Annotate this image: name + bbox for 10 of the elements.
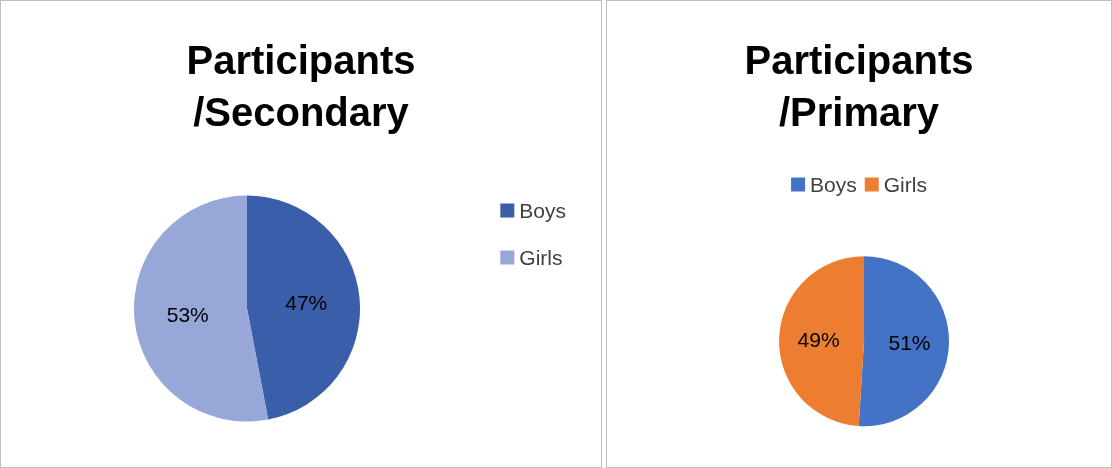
data-label: 47% <box>285 291 328 315</box>
data-label: 53% <box>166 302 209 326</box>
legend-label: Boys <box>810 173 857 196</box>
chart-title: Participants /Secondary <box>186 38 416 134</box>
data-label: 51% <box>888 331 931 355</box>
legend-label: Boys <box>519 199 566 222</box>
data-label: 49% <box>797 328 840 352</box>
chart-title: Participants /Primary <box>744 38 974 134</box>
legend-label: Girls <box>519 246 563 269</box>
legend-label: Girls <box>883 173 927 196</box>
